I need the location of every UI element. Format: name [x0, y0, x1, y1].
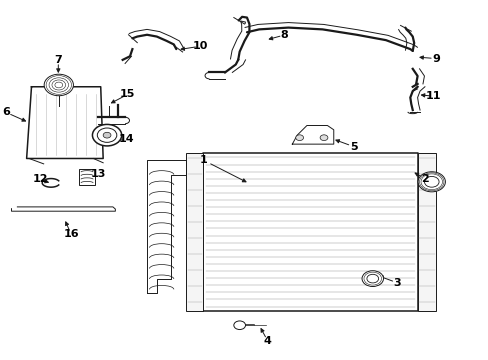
Text: 13: 13: [90, 169, 105, 179]
Circle shape: [424, 176, 438, 187]
Circle shape: [417, 172, 445, 192]
Circle shape: [103, 132, 111, 138]
Circle shape: [366, 274, 378, 283]
Text: 5: 5: [349, 141, 357, 152]
Polygon shape: [26, 87, 103, 158]
Circle shape: [92, 125, 122, 146]
Polygon shape: [292, 126, 333, 144]
Text: 9: 9: [431, 54, 439, 64]
Text: 7: 7: [54, 55, 62, 66]
Text: 6: 6: [2, 107, 10, 117]
Circle shape: [361, 271, 383, 287]
Circle shape: [320, 135, 327, 140]
Circle shape: [295, 135, 303, 140]
Text: 4: 4: [263, 336, 271, 346]
Polygon shape: [147, 160, 185, 293]
Circle shape: [97, 128, 117, 142]
Polygon shape: [12, 207, 115, 211]
Text: 14: 14: [119, 134, 134, 144]
Text: 15: 15: [120, 89, 135, 99]
Circle shape: [233, 321, 245, 329]
Text: 1: 1: [199, 155, 207, 165]
Text: 11: 11: [425, 91, 441, 101]
Text: 3: 3: [393, 278, 400, 288]
Bar: [417, 153, 435, 311]
Text: 8: 8: [280, 30, 288, 40]
Text: 10: 10: [192, 41, 208, 51]
Text: 2: 2: [421, 174, 428, 184]
Bar: [185, 153, 203, 311]
Circle shape: [44, 74, 73, 96]
Bar: [79, 168, 95, 185]
Text: 16: 16: [63, 229, 79, 239]
Text: 12: 12: [32, 175, 48, 184]
